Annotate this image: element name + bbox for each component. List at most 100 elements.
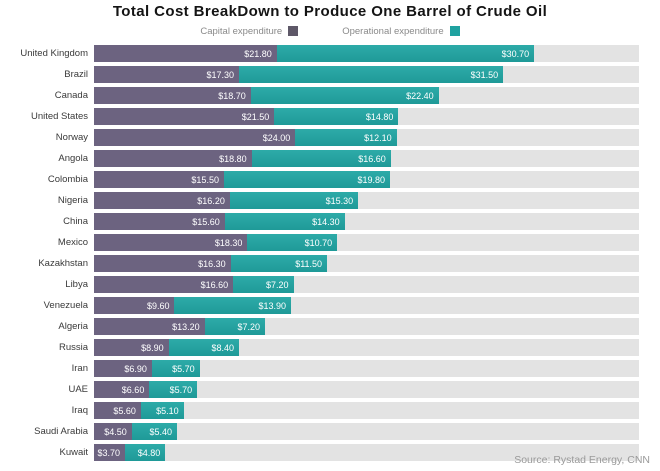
country-label: Nigeria bbox=[57, 195, 88, 206]
opex-value-label: $8.40 bbox=[211, 342, 235, 353]
capex-value-label: $5.60 bbox=[113, 405, 136, 416]
bar-row: Brazil $17.30 $31.50 bbox=[4, 64, 639, 85]
opex-bar-segment: $13.90 bbox=[174, 297, 292, 314]
opex-bar-segment: $11.50 bbox=[230, 255, 328, 272]
bar-row: Norway $24.00 $12.10 bbox=[4, 127, 639, 148]
capex-value-label: $24.00 bbox=[262, 132, 291, 143]
bar-track: $16.60 $7.20 bbox=[94, 276, 639, 293]
bar-track: $3.70 $4.80 bbox=[94, 444, 639, 461]
capex-value-label: $4.50 bbox=[104, 426, 127, 437]
opex-value-label: $5.10 bbox=[156, 405, 179, 416]
capex-bar-segment: $15.50 bbox=[94, 171, 224, 188]
opex-bar-segment: $8.40 bbox=[168, 339, 240, 356]
capex-bar-segment: $17.30 bbox=[94, 66, 240, 83]
capex-bar-segment: $6.60 bbox=[94, 381, 150, 398]
bar-track: $9.60 $13.90 bbox=[94, 297, 639, 314]
capex-bar-segment: $9.60 bbox=[94, 297, 175, 314]
opex-bar-segment: $14.30 bbox=[224, 213, 345, 230]
legend: Capital expenditure Operational expendit… bbox=[0, 25, 660, 37]
opex-bar-segment: $19.80 bbox=[223, 171, 390, 188]
opex-bar-segment: $5.40 bbox=[131, 423, 177, 440]
bar-track: $16.30 $11.50 bbox=[94, 255, 639, 272]
capex-bar-segment: $16.60 bbox=[94, 276, 234, 293]
country-label: Venezuela bbox=[43, 300, 88, 311]
opex-bar-segment: $30.70 bbox=[276, 45, 535, 62]
opex-bar-segment: $7.20 bbox=[233, 276, 294, 293]
capex-bar-segment: $18.30 bbox=[94, 234, 248, 251]
opex-value-label: $7.20 bbox=[266, 279, 289, 290]
capex-swatch-icon bbox=[288, 26, 299, 36]
opex-swatch-icon bbox=[449, 26, 460, 36]
bar-track: $18.70 $22.40 bbox=[94, 87, 639, 104]
capex-bar-segment: $16.30 bbox=[94, 255, 231, 272]
opex-value-label: $12.10 bbox=[364, 132, 392, 143]
capex-value-label: $18.80 bbox=[219, 153, 247, 164]
country-label: Mexico bbox=[57, 237, 88, 248]
capex-value-label: $6.60 bbox=[121, 384, 145, 395]
capex-bar-segment: $18.80 bbox=[94, 150, 252, 167]
opex-bar-segment: $7.20 bbox=[204, 318, 266, 335]
bar-row: Mexico $18.30 $10.70 bbox=[4, 232, 639, 253]
capex-value-label: $17.30 bbox=[206, 69, 235, 80]
opex-bar-segment: $14.80 bbox=[274, 108, 399, 125]
capex-value-label: $16.20 bbox=[197, 195, 225, 206]
bar-row: United States $21.50 $14.80 bbox=[4, 106, 639, 127]
bar-track: $21.50 $14.80 bbox=[94, 108, 639, 125]
bar-track: $17.30 $31.50 bbox=[94, 66, 639, 83]
bar-row: Saudi Arabia $4.50 $5.40 bbox=[4, 421, 639, 442]
bar-row: Nigeria $16.20 $15.30 bbox=[4, 190, 639, 211]
opex-value-label: $11.50 bbox=[295, 258, 323, 269]
bar-row: China $15.60 $14.30 bbox=[4, 211, 639, 232]
capex-bar-segment: $3.70 bbox=[94, 444, 126, 461]
country-label: Kazakhstan bbox=[38, 258, 88, 269]
country-label: United States bbox=[30, 111, 88, 122]
capex-bar-segment: $18.70 bbox=[94, 87, 251, 104]
bar-row: Iran $6.90 $5.70 bbox=[4, 358, 639, 379]
bar-row: Colombia $15.50 $19.80 bbox=[4, 169, 639, 190]
legend-item-capex: Capital expenditure bbox=[200, 25, 299, 37]
opex-value-label: $22.40 bbox=[406, 90, 434, 101]
bar-row: Algeria $13.20 $7.20 bbox=[4, 316, 639, 337]
bar-track: $21.80 $30.70 bbox=[94, 45, 639, 62]
opex-bar-segment: $10.70 bbox=[247, 234, 338, 251]
legend-item-opex: Operational expenditure bbox=[342, 26, 460, 37]
opex-bar-segment: $5.10 bbox=[140, 402, 184, 419]
capex-value-label: $15.50 bbox=[191, 174, 219, 185]
country-label: Iran bbox=[71, 363, 88, 374]
bar-track: $15.60 $14.30 bbox=[94, 213, 639, 230]
opex-value-label: $30.70 bbox=[501, 48, 530, 59]
bar-row: Kuwait $3.70 $4.80 bbox=[4, 442, 639, 463]
country-label: Brazil bbox=[64, 69, 88, 80]
bar-row: Iraq $5.60 $5.10 bbox=[4, 400, 639, 421]
legend-capex-label: Capital expenditure bbox=[200, 25, 283, 37]
opex-bar-segment: $5.70 bbox=[149, 381, 198, 398]
opex-bar-segment: $31.50 bbox=[239, 66, 504, 83]
country-label: Norway bbox=[55, 132, 88, 143]
country-label: Angola bbox=[58, 153, 88, 164]
country-label: China bbox=[63, 216, 88, 227]
bar-row: Venezuela $9.60 $13.90 bbox=[4, 295, 639, 316]
bar-row: Canada $18.70 $22.40 bbox=[4, 85, 639, 106]
opex-value-label: $7.20 bbox=[237, 321, 261, 332]
capex-bar-segment: $21.80 bbox=[94, 45, 277, 62]
country-label: Saudi Arabia bbox=[34, 426, 88, 437]
bar-track: $5.60 $5.10 bbox=[94, 402, 639, 419]
capex-bar-segment: $16.20 bbox=[94, 192, 230, 209]
opex-value-label: $14.30 bbox=[312, 216, 340, 227]
capex-bar-segment: $5.60 bbox=[94, 402, 141, 419]
country-label: Algeria bbox=[58, 321, 88, 332]
bar-row: Angola $18.80 $16.60 bbox=[4, 148, 639, 169]
opex-value-label: $5.40 bbox=[149, 426, 172, 437]
country-label: Iraq bbox=[71, 405, 88, 416]
country-label: UAE bbox=[68, 384, 88, 395]
opex-bar-segment: $5.70 bbox=[151, 360, 200, 377]
bar-track: $13.20 $7.20 bbox=[94, 318, 639, 335]
opex-bar-segment: $16.60 bbox=[251, 150, 391, 167]
capex-value-label: $9.60 bbox=[146, 300, 170, 311]
opex-value-label: $14.80 bbox=[365, 111, 394, 122]
opex-bar-segment: $15.30 bbox=[229, 192, 359, 209]
capex-value-label: $16.30 bbox=[198, 258, 226, 269]
opex-value-label: $15.30 bbox=[325, 195, 354, 206]
bar-track: $18.30 $10.70 bbox=[94, 234, 639, 251]
capex-value-label: $16.60 bbox=[200, 279, 229, 290]
